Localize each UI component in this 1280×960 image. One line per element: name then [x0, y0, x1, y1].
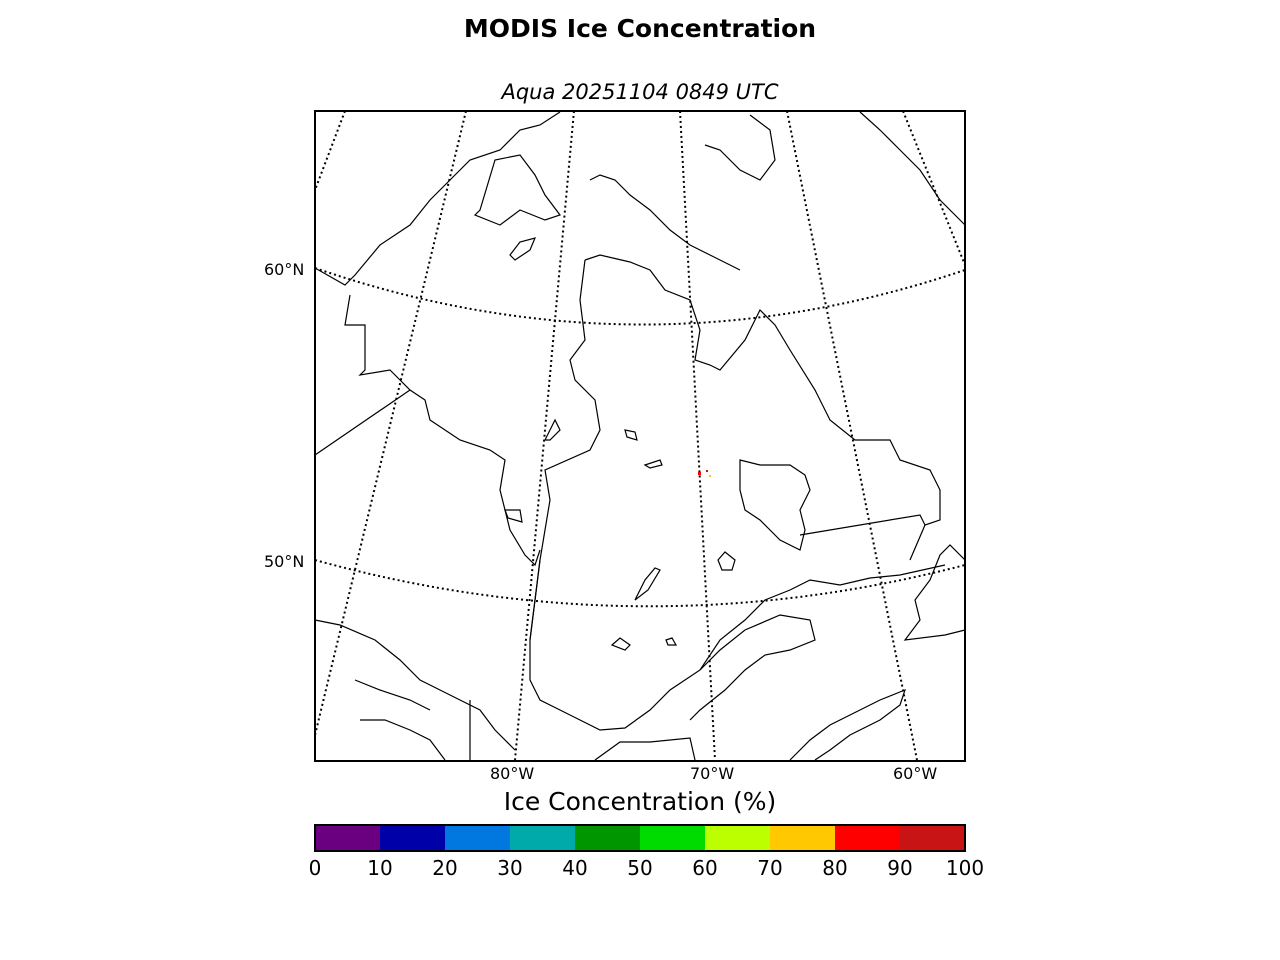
map-subtitle: Aqua 20251104 0849 UTC: [501, 80, 779, 104]
colorbar-segment: [445, 825, 511, 851]
colorbar-segment: [835, 825, 901, 851]
lake-manicouagan: [717, 551, 736, 571]
belcher-islands: [544, 418, 561, 441]
lat-label-50n: 50°N: [264, 552, 305, 571]
graticule: [314, 110, 966, 761]
colorbar-tick-label: 70: [757, 856, 783, 880]
ungava-coast: [584, 254, 941, 561]
lon-label-80w: 80°W: [490, 764, 535, 783]
map-frame: [314, 110, 966, 762]
ice-pixels: [698, 470, 711, 477]
colorbar-tick-label: 60: [692, 856, 718, 880]
border-segments: [314, 389, 926, 761]
colorbar-tick-label: 10: [367, 856, 393, 880]
colorbar-segment: [575, 825, 641, 851]
colorbar-segment: [640, 825, 706, 851]
nova-scotia: [789, 688, 906, 761]
lat-label-60n: 60°N: [264, 260, 305, 279]
ice-pixel: [698, 472, 701, 475]
colorbar-segment: [380, 825, 446, 851]
colorbar-tick-label: 20: [432, 856, 458, 880]
baffin-island: [589, 111, 966, 271]
quebec-interior: [529, 259, 946, 731]
colorbar-tick-label: 90: [887, 856, 913, 880]
parallel-60n: [314, 267, 966, 326]
coastlines: [314, 111, 966, 761]
newfoundland: [903, 544, 966, 641]
ice-pixel: [709, 475, 711, 477]
colorbar-label: Ice Concentration (%): [503, 787, 777, 816]
meridian-60w: [902, 110, 966, 266]
meridian-65w: [786, 110, 918, 761]
southampton-island: [473, 154, 561, 226]
meridian-70w: [679, 110, 716, 761]
colorbar-tick-label: 0: [308, 856, 322, 880]
colorbar-segment: [770, 825, 836, 851]
coats-island: [509, 237, 537, 261]
colorbar-segment: [510, 825, 576, 851]
meridian-90w: [314, 110, 346, 191]
great-lakes: [314, 619, 516, 761]
lon-label-60w: 60°W: [893, 764, 938, 783]
hudson-bay-west-coast: [344, 294, 541, 567]
meridian-85w: [314, 110, 467, 736]
colorbar-frame: [314, 824, 966, 852]
colorbar-tick-label: 50: [627, 856, 653, 880]
labrador-peninsula: [739, 459, 811, 551]
ice-pixel: [706, 470, 708, 472]
parallel-50n: [314, 559, 966, 608]
colorbar-tick-label: 40: [562, 856, 588, 880]
meridian-80w: [514, 110, 575, 761]
st-lawrence-gulf: [689, 614, 816, 721]
colorbar-segment: [705, 825, 771, 851]
hudson-bay-coast: [314, 111, 561, 286]
colorbar: [315, 825, 966, 851]
colorbar-segment: [900, 825, 966, 851]
colorbar-tick-label: 80: [822, 856, 848, 880]
colorbar-segment: [315, 825, 381, 851]
small-lakes: [504, 429, 678, 651]
colorbar-tick-label: 30: [497, 856, 523, 880]
lon-label-70w: 70°W: [690, 764, 735, 783]
map-title: MODIS Ice Concentration: [463, 14, 817, 43]
colorbar-tick-label: 100: [945, 856, 985, 880]
